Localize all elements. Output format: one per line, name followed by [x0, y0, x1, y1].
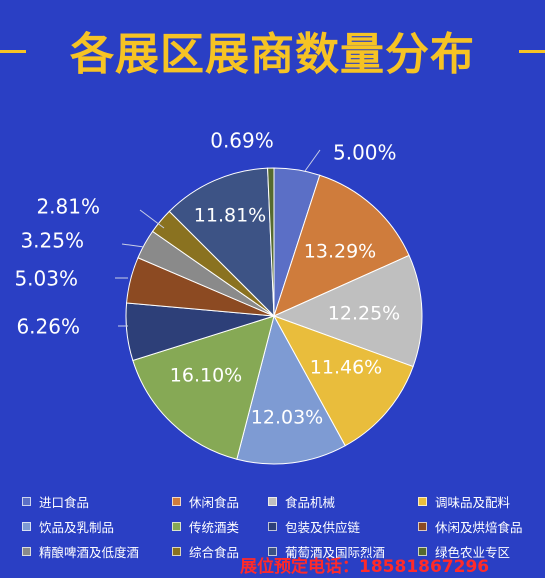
slice-label-5: 12.03%	[251, 407, 323, 429]
legend-swatch	[172, 547, 181, 556]
slice-label-outer-8: 5.03%	[14, 267, 78, 291]
legend-item-10: 综合食品	[172, 542, 239, 561]
legend-label: 包装及供应链	[285, 520, 361, 535]
legend-label: 进口食品	[39, 495, 90, 510]
title-decoration-right	[519, 50, 545, 53]
legend-item-2: 休闲食品	[172, 492, 239, 511]
slice-label-2: 13.29%	[304, 241, 376, 263]
legend-swatch	[268, 547, 277, 556]
legend-label: 葡萄酒及国际烈酒	[285, 545, 386, 560]
slice-label-outer-10: 2.81%	[36, 195, 100, 219]
pie-slice-11	[168, 167, 275, 318]
legend-item-11: 葡萄酒及国际烈酒	[268, 542, 385, 561]
pie-slice-4	[272, 315, 414, 447]
legend-item-1: 进口食品	[22, 492, 89, 511]
legend-swatch	[22, 547, 31, 556]
legend-swatch	[172, 497, 181, 506]
legend-item-12: 绿色农业专区	[418, 542, 510, 561]
legend-swatch	[418, 522, 427, 531]
pie-slice-3	[272, 254, 423, 368]
slice-label-4: 11.46%	[310, 357, 382, 379]
legend-item-5: 饮品及乳制品	[22, 517, 114, 536]
title-decoration-left	[0, 50, 26, 53]
legend-item-6: 传统酒类	[172, 517, 239, 536]
legend-label: 调味品及配料	[435, 495, 511, 510]
legend-label: 食品机械	[285, 495, 336, 510]
leader-line-9	[121, 243, 145, 248]
legend-swatch	[268, 497, 277, 506]
legend-label: 传统酒类	[189, 520, 240, 535]
title-area: 各展区展商数量分布	[0, 18, 545, 88]
legend-label: 休闲食品	[189, 495, 240, 510]
pie-slice-2	[273, 174, 410, 317]
legend-swatch	[22, 497, 31, 506]
slice-label-6: 16.10%	[170, 365, 242, 387]
legend-swatch	[172, 522, 181, 531]
pie-slice-5	[236, 314, 346, 465]
legend-label: 综合食品	[189, 545, 240, 560]
legend-item-4: 调味品及配料	[418, 492, 510, 511]
leader-line-1	[304, 149, 321, 172]
slice-label-11: 11.81%	[194, 205, 266, 227]
leader-line-10	[139, 209, 165, 229]
legend-item-3: 食品机械	[268, 492, 335, 511]
legend-label: 饮品及乳制品	[39, 520, 115, 535]
legend-swatch	[22, 522, 31, 531]
legend-swatch	[418, 497, 427, 506]
slice-label-outer-9: 3.25%	[20, 229, 84, 253]
legend-label: 精酿啤酒及低度酒	[39, 545, 140, 560]
legend-swatch	[418, 547, 427, 556]
pie-slice-12	[267, 167, 275, 317]
legend-item-7: 包装及供应链	[268, 517, 360, 536]
booking-phone-text: 展位预定电话：18581867296	[240, 557, 490, 577]
slice-label-outer-1: 5.00%	[333, 141, 397, 165]
legend-label: 休闲及烘焙食品	[435, 520, 523, 535]
legend-swatch	[268, 522, 277, 531]
pie-slice-6	[132, 315, 275, 460]
legend-item-9: 精酿啤酒及低度酒	[22, 542, 139, 561]
slice-label-3: 12.25%	[328, 303, 400, 325]
slice-label-outer-12: 0.69%	[210, 129, 274, 153]
legend-label: 绿色农业专区	[435, 545, 511, 560]
slice-label-outer-7: 6.26%	[16, 315, 80, 339]
legend-item-8: 休闲及烘焙食品	[418, 517, 523, 536]
chart-title: 各展区展商数量分布	[70, 29, 475, 80]
